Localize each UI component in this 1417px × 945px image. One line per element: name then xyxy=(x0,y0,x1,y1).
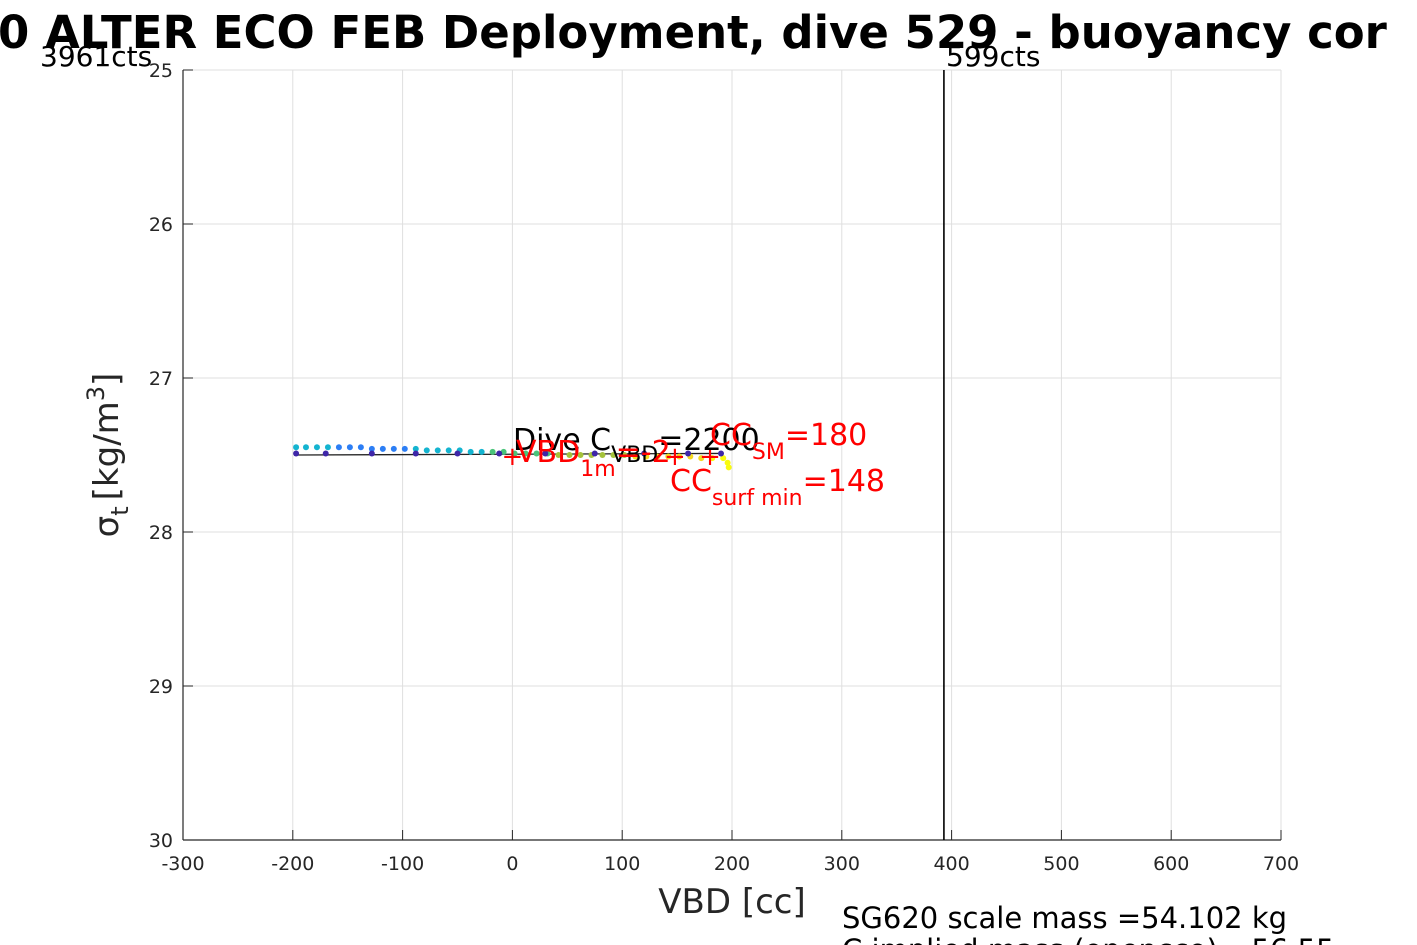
downcast-point xyxy=(322,450,329,457)
upcast-point xyxy=(335,444,342,451)
footer-scale-mass: SG620 scale mass =54.102 kg xyxy=(842,901,1287,935)
upcast-point xyxy=(654,453,661,460)
data-points xyxy=(293,444,732,471)
downcast-point xyxy=(591,450,598,457)
upcast-point xyxy=(293,444,300,451)
upcast-point xyxy=(357,444,364,451)
x-tick-label: 700 xyxy=(1263,853,1299,875)
x-tick-label: -300 xyxy=(161,853,204,875)
upcast-point xyxy=(313,444,320,451)
x-tick-label: 600 xyxy=(1153,853,1189,875)
y-tick-label: 27 xyxy=(149,368,173,390)
upcast-point xyxy=(489,448,496,455)
y-label-sup: 3 xyxy=(82,386,110,401)
upcast-point xyxy=(577,452,584,458)
tick-labels: -300 -200 -100 0 100 200 300 400 500 600 700 25 26 27… xyxy=(149,60,1299,875)
upcast-point xyxy=(665,453,672,460)
upcast-point xyxy=(709,455,716,462)
upcast-point xyxy=(302,444,309,451)
downcast-point xyxy=(641,450,648,457)
upcast-point xyxy=(555,452,562,458)
upcast-point xyxy=(390,445,397,452)
upcast-point xyxy=(522,450,529,457)
upcast-point xyxy=(324,444,331,451)
y-axis-label: σt [kg/m3] xyxy=(82,373,134,538)
upcast-point xyxy=(610,452,617,458)
upcast-point xyxy=(599,452,606,458)
downcast-point xyxy=(685,450,692,457)
left-corner-label: 3961cts xyxy=(40,40,152,73)
y-tick-label: 29 xyxy=(149,676,173,698)
regression-line xyxy=(296,452,722,456)
annotation-markers: + + + xyxy=(502,442,721,472)
upcast-point xyxy=(346,444,353,451)
upcast-point xyxy=(445,447,452,454)
svg-text:σt[kg/m3]: σt [kg/m3] xyxy=(82,373,134,538)
x-tick-label: 500 xyxy=(1043,853,1079,875)
upcast-point xyxy=(423,447,430,454)
upcast-point xyxy=(379,445,386,452)
annotation-vbd-1m: VBD1m=-2 xyxy=(516,435,671,482)
downcast-point xyxy=(542,450,549,457)
annotation-marker: + xyxy=(502,442,524,472)
upcast-point xyxy=(412,445,419,452)
upcast-point xyxy=(621,452,628,458)
x-tick-label: 0 xyxy=(506,853,518,875)
upcast-point xyxy=(632,453,639,460)
y-label-unit: [kg/m xyxy=(87,401,127,500)
annotation-marker: + xyxy=(664,442,686,472)
upcast-point xyxy=(724,459,731,466)
upcast-point xyxy=(725,464,732,471)
upcast-point xyxy=(566,452,573,458)
y-tick-label: 30 xyxy=(149,830,173,852)
upcast-point xyxy=(698,455,705,462)
y-tick-label: 25 xyxy=(149,60,173,82)
x-tick-label: 400 xyxy=(933,853,969,875)
downcast-point xyxy=(412,450,419,457)
upcast-point xyxy=(434,447,441,454)
upcast-point xyxy=(533,450,540,457)
downcast-point xyxy=(496,450,503,457)
x-axis-label: VBD [cc] xyxy=(658,882,806,922)
annotation-marker: + xyxy=(699,442,721,472)
annotation-cc-surf-min: CCsurf min=148 xyxy=(670,464,885,511)
downcast-point xyxy=(718,450,725,457)
axes xyxy=(182,69,1282,841)
y-tick-label: 26 xyxy=(149,214,173,236)
y-label-sigma: σ xyxy=(87,516,127,538)
x-tick-label: -200 xyxy=(271,853,314,875)
chart-title: 0 ALTER ECO FEB Deployment, dive 529 - b… xyxy=(0,6,1388,59)
y-tick-label: 28 xyxy=(149,522,173,544)
y-label-close: ] xyxy=(87,373,127,386)
x-tick-label: 300 xyxy=(824,853,860,875)
x-tick-label: 100 xyxy=(604,853,640,875)
upcast-point xyxy=(478,448,485,455)
upcast-point xyxy=(676,453,683,460)
downcast-point xyxy=(293,450,300,457)
upcast-point xyxy=(511,450,518,457)
y-label-sub: t xyxy=(106,506,134,515)
upcast-point xyxy=(720,455,727,462)
right-corner-label: 599cts xyxy=(946,40,1040,73)
annotation-cc-sm: CCSM=180 xyxy=(710,418,867,465)
x-tick-label: -100 xyxy=(381,853,424,875)
downcast-point xyxy=(368,450,375,457)
upcast-point xyxy=(401,445,408,452)
x-tick-label: 200 xyxy=(714,853,750,875)
upcast-point xyxy=(467,448,474,455)
downcast-point xyxy=(454,450,461,457)
footer-implied-mass: C implied mass (opencco) =56.55 xyxy=(842,933,1334,945)
annotation-dive-c-vbd: Dive CVBD=2200 xyxy=(513,423,760,468)
upcast-point xyxy=(368,445,375,452)
